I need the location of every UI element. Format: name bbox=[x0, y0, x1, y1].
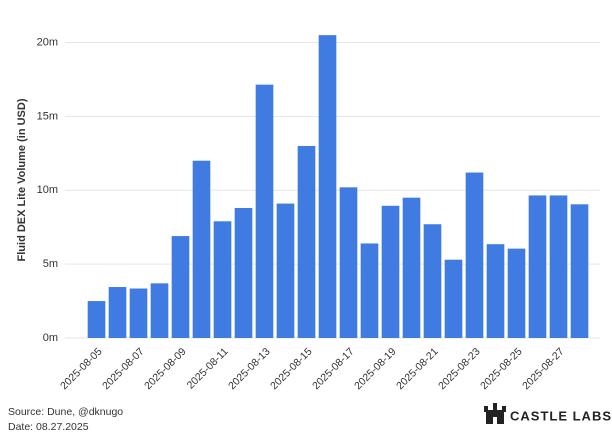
y-axis-label: Fluid DEX Lite Volume (in USD) bbox=[16, 98, 28, 261]
x-tick-label: 2025-08-25 bbox=[478, 345, 525, 392]
x-tick-label: 2025-08-21 bbox=[394, 345, 441, 392]
x-tick-label: 2025-08-23 bbox=[436, 345, 483, 392]
bar bbox=[87, 301, 106, 338]
x-tick-label: 2025-08-27 bbox=[520, 345, 567, 392]
y-tick-label: 10m bbox=[37, 184, 58, 196]
y-tick-label: 15m bbox=[37, 110, 58, 122]
bar bbox=[318, 35, 337, 339]
bar bbox=[276, 203, 295, 338]
bar bbox=[465, 172, 484, 338]
y-tick-label: 0m bbox=[43, 332, 58, 344]
bar bbox=[423, 224, 442, 338]
y-tick-label: 5m bbox=[43, 258, 58, 270]
bar bbox=[507, 248, 526, 338]
bar bbox=[486, 244, 505, 338]
x-tick-label: 2025-08-11 bbox=[185, 345, 231, 391]
source: Source: Dune, @dknugo bbox=[8, 406, 123, 418]
bar bbox=[171, 236, 190, 338]
bar bbox=[108, 287, 127, 338]
x-tick-label: 2025-08-15 bbox=[268, 345, 315, 392]
bar bbox=[570, 204, 589, 338]
logo-icon bbox=[484, 403, 506, 424]
bar bbox=[213, 221, 232, 338]
bar bbox=[381, 205, 400, 338]
brand: CASTLE LABS bbox=[510, 408, 612, 423]
x-tick-label: 2025-08-05 bbox=[58, 345, 105, 392]
date: Date: 08.27.2025 bbox=[8, 421, 89, 433]
bar bbox=[129, 288, 148, 338]
bar bbox=[255, 84, 274, 338]
bar bbox=[297, 145, 316, 338]
bar bbox=[150, 283, 169, 338]
y-tick-label: 20m bbox=[37, 36, 58, 48]
x-tick-label: 2025-08-09 bbox=[142, 345, 189, 392]
bar bbox=[360, 243, 379, 338]
bar bbox=[444, 259, 463, 338]
x-tick-label: 2025-08-17 bbox=[310, 345, 357, 392]
x-tick-label: 2025-08-19 bbox=[352, 345, 399, 392]
x-tick-label: 2025-08-07 bbox=[100, 345, 147, 392]
bar bbox=[234, 208, 253, 338]
bar bbox=[402, 197, 421, 338]
x-tick-label: 2025-08-13 bbox=[226, 345, 273, 392]
bar bbox=[549, 195, 568, 338]
bar bbox=[339, 187, 358, 338]
bar bbox=[528, 195, 547, 338]
bar bbox=[192, 160, 211, 338]
